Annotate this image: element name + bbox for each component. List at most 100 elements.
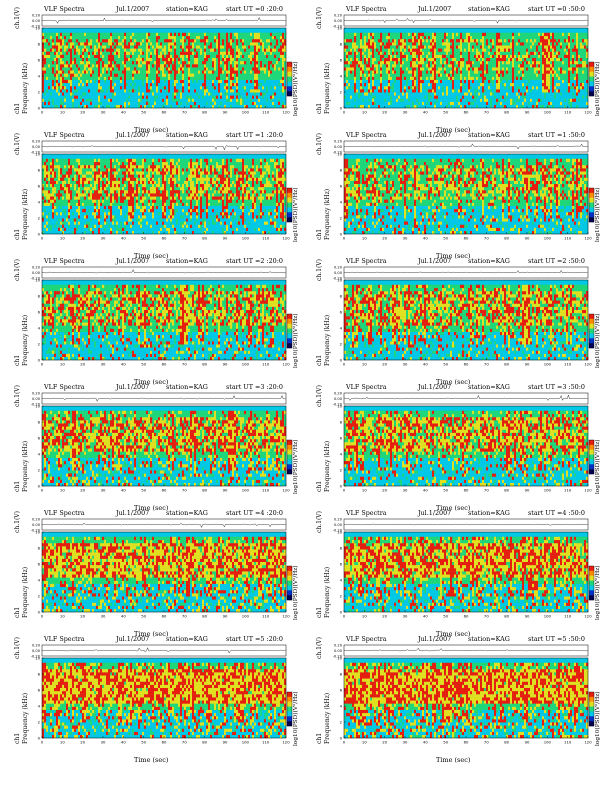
spectrogram-cell (526, 101, 529, 106)
spectrogram-cell (136, 98, 139, 102)
spectrogram-cell (104, 32, 107, 37)
spectrogram-cell (108, 70, 111, 74)
spectrogram-cell (144, 45, 147, 49)
spectrogram-cell (480, 61, 483, 65)
spectrogram-cell (44, 48, 47, 52)
spectrogram-cell (150, 61, 153, 65)
spectrogram-cell (70, 45, 73, 49)
spectrogram-cell (420, 35, 423, 40)
spectrogram-cell (430, 86, 433, 90)
spectrogram-cell (372, 104, 375, 109)
spectrogram-cell (540, 92, 543, 96)
spectrogram-cell (112, 104, 115, 109)
spectrogram-cell (512, 70, 515, 74)
spectrogram-cell (410, 42, 413, 46)
spectrogram-cell (430, 82, 433, 87)
spectrogram-cell (568, 86, 571, 90)
spectrogram-cell (398, 76, 401, 80)
spectrogram-cell (212, 79, 215, 84)
spectrogram-cell (272, 95, 275, 99)
spectrogram-cell (222, 32, 225, 37)
spectrogram-cell (130, 95, 133, 99)
spectrogram-cell (498, 101, 501, 106)
spectrogram-cell (516, 79, 519, 84)
spectrogram-cell (246, 98, 249, 102)
spectrogram-cell (456, 42, 459, 46)
spectrogram-cell (440, 32, 443, 37)
spectrogram-cell (546, 76, 549, 80)
spectrogram-cell (418, 42, 421, 46)
spectrogram-cell (526, 76, 529, 80)
spectrogram-cell (360, 79, 363, 84)
spectrogram-cell (374, 67, 377, 71)
spectrogram-cell (212, 82, 215, 87)
spectrogram-cell (346, 86, 349, 90)
spectrogram-cell (362, 48, 365, 52)
spectrogram-cell (266, 82, 269, 87)
spectrogram-cell (366, 79, 369, 84)
spectrogram-cell (420, 70, 423, 74)
spectrogram-cell (204, 104, 207, 109)
spectrogram-cell (82, 61, 85, 65)
spectrogram-cell (196, 70, 199, 74)
spectrogram-cell (158, 57, 161, 62)
spectrogram-cell (456, 39, 459, 43)
spectrogram-cell (504, 32, 507, 37)
spectrogram-cell (136, 54, 139, 59)
spectrogram-cell (176, 82, 179, 87)
spectrogram-cell (162, 73, 165, 77)
spectrogram-cell (44, 51, 47, 55)
spectrogram-cell (250, 42, 253, 46)
spectrogram-cell (108, 82, 111, 87)
spectrogram-cell (394, 73, 397, 77)
spectrogram-cell (542, 89, 545, 93)
spectrogram-cell (162, 48, 165, 52)
spectrogram-cell (62, 79, 65, 84)
spectrogram-cell (356, 54, 359, 59)
spectrogram-cell (78, 42, 81, 46)
spectrogram-cell (168, 67, 171, 71)
spectrogram-cell (518, 42, 521, 46)
spectrogram-cell (550, 95, 553, 99)
spectrogram-cell (388, 82, 391, 87)
spectrogram-cell (168, 79, 171, 84)
spectrogram-cell (536, 95, 539, 99)
spectrogram-cell (486, 79, 489, 84)
spectrogram-cell (218, 67, 221, 71)
spectrogram-cell (112, 51, 115, 55)
spectrogram-cell (274, 73, 277, 77)
spectrogram-cell (568, 89, 571, 93)
spectrogram-cell (196, 42, 199, 46)
spectrogram-cell (182, 39, 185, 43)
spectrogram-cell (406, 73, 409, 77)
spectrogram-cell (240, 89, 243, 93)
spectrogram-cell (400, 89, 403, 93)
spectrogram-cell (230, 32, 233, 37)
spectrogram-cell (114, 61, 117, 65)
spectrogram-cell (374, 48, 377, 52)
spectrogram-cell (256, 79, 259, 84)
spectrogram-cell (512, 51, 515, 55)
spectrogram-cell (520, 42, 523, 46)
spectrogram-cell (368, 95, 371, 99)
spectrogram-cell (472, 35, 475, 40)
spectrogram-cell (464, 54, 467, 59)
spectrogram-cell (134, 45, 137, 49)
spectrogram-cell (512, 92, 515, 96)
spectrogram-cell (364, 82, 367, 87)
spectrogram-cell (420, 54, 423, 59)
spectrogram-cell (228, 67, 231, 71)
spectrogram-cell (134, 73, 137, 77)
spectrogram-cell (416, 92, 419, 96)
spectrogram-cell (256, 57, 259, 62)
spectrogram-cell (46, 82, 49, 87)
spectrogram-cell (544, 82, 547, 87)
spectrogram-cell (396, 79, 399, 84)
spectrogram-cell (388, 35, 391, 40)
spectrogram-cell (156, 79, 159, 84)
spectrogram-cell (522, 101, 525, 106)
spectrogram-cell (458, 76, 461, 80)
spectrogram-cell (508, 39, 511, 43)
spectrogram-cell (542, 76, 545, 80)
spectrogram-cell (204, 61, 207, 65)
